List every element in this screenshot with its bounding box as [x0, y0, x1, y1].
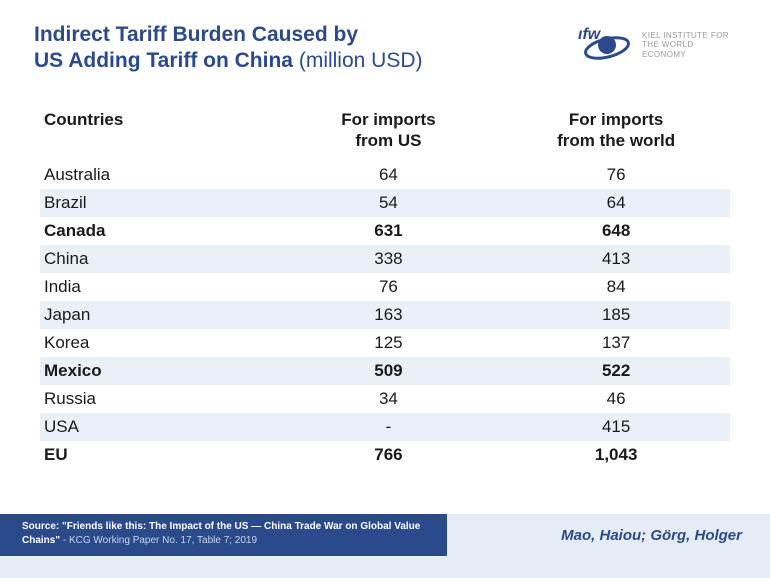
table-row: Brazil5464 — [40, 189, 730, 217]
cell-country: Canada — [40, 217, 275, 245]
footer: Source: "Friends like this: The Impact o… — [0, 514, 770, 578]
source-box: Source: "Friends like this: The Impact o… — [0, 514, 447, 556]
header: Indirect Tariff Burden Caused by US Addi… — [0, 0, 770, 85]
cell-country: Australia — [40, 161, 275, 189]
table-row: Australia6476 — [40, 161, 730, 189]
cell-us: - — [275, 413, 503, 441]
cell-world: 137 — [502, 329, 730, 357]
cell-country: Mexico — [40, 357, 275, 385]
cell-us: 125 — [275, 329, 503, 357]
cell-us: 509 — [275, 357, 503, 385]
col-us-l2: from US — [355, 131, 421, 150]
cell-country: China — [40, 245, 275, 273]
cell-world: 76 — [502, 161, 730, 189]
table-head: Countries For imports from US For import… — [40, 103, 730, 162]
cell-world: 648 — [502, 217, 730, 245]
cell-us: 163 — [275, 301, 503, 329]
table-row: EU7661,043 — [40, 441, 730, 469]
table-row: Canada631648 — [40, 217, 730, 245]
authors-text: Mao, Haiou; Görg, Holger — [561, 527, 742, 544]
cell-world: 185 — [502, 301, 730, 329]
cell-world: 413 — [502, 245, 730, 273]
logo-text-l2: THE WORLD ECONOMY — [642, 40, 736, 58]
cell-country: EU — [40, 441, 275, 469]
svg-text:ıfw: ıfw — [578, 26, 602, 43]
cell-country: Brazil — [40, 189, 275, 217]
cell-country: USA — [40, 413, 275, 441]
cell-us: 76 — [275, 273, 503, 301]
cell-us: 631 — [275, 217, 503, 245]
cell-world: 46 — [502, 385, 730, 413]
title-text: US Adding Tariff on China — [34, 49, 293, 72]
table-row: Russia3446 — [40, 385, 730, 413]
col-us-l1: For imports — [341, 110, 435, 129]
cell-us: 766 — [275, 441, 503, 469]
cell-world: 415 — [502, 413, 730, 441]
cell-us: 34 — [275, 385, 503, 413]
col-imports-world: For imports from the world — [502, 103, 730, 162]
cell-world: 1,043 — [502, 441, 730, 469]
table-row: USA-415 — [40, 413, 730, 441]
table-row: China338413 — [40, 245, 730, 273]
col-world-l1: For imports — [569, 110, 663, 129]
cell-country: India — [40, 273, 275, 301]
footer-top: Source: "Friends like this: The Impact o… — [0, 514, 770, 556]
table-body: Australia6476Brazil5464Canada631648China… — [40, 161, 730, 469]
cell-world: 64 — [502, 189, 730, 217]
title-unit: (million USD) — [299, 49, 423, 72]
cell-country: Korea — [40, 329, 275, 357]
table-container: Countries For imports from US For import… — [0, 85, 770, 470]
ifw-logo-text: KIEL INSTITUTE FOR THE WORLD ECONOMY — [642, 31, 736, 59]
cell-us: 54 — [275, 189, 503, 217]
footer-bottom — [0, 556, 770, 578]
col-countries: Countries — [40, 103, 275, 162]
cell-us: 338 — [275, 245, 503, 273]
cell-country: Japan — [40, 301, 275, 329]
title-block: Indirect Tariff Burden Caused by US Addi… — [34, 22, 576, 75]
page-title-line2: US Adding Tariff on China (million USD) — [34, 48, 576, 74]
col-world-l2: from the world — [557, 131, 675, 150]
col-imports-us: For imports from US — [275, 103, 503, 162]
table-row: India7684 — [40, 273, 730, 301]
cell-us: 64 — [275, 161, 503, 189]
ifw-logo: ıfw KIEL INSTITUTE FOR THE WORLD ECONOMY — [576, 22, 736, 68]
source-sub: - KCG Working Paper No. 17, Table 7; 201… — [60, 535, 257, 546]
cell-country: Russia — [40, 385, 275, 413]
table-row: Mexico509522 — [40, 357, 730, 385]
tariff-table: Countries For imports from US For import… — [40, 103, 730, 470]
cell-world: 522 — [502, 357, 730, 385]
authors-box: Mao, Haiou; Görg, Holger — [447, 514, 770, 556]
ifw-logo-mark: ıfw — [576, 24, 638, 66]
table-row: Korea125137 — [40, 329, 730, 357]
logo-text-l1: KIEL INSTITUTE FOR — [642, 31, 736, 40]
source-label: Source: — [22, 521, 62, 532]
cell-world: 84 — [502, 273, 730, 301]
page-title-line1: Indirect Tariff Burden Caused by — [34, 22, 576, 48]
table-row: Japan163185 — [40, 301, 730, 329]
